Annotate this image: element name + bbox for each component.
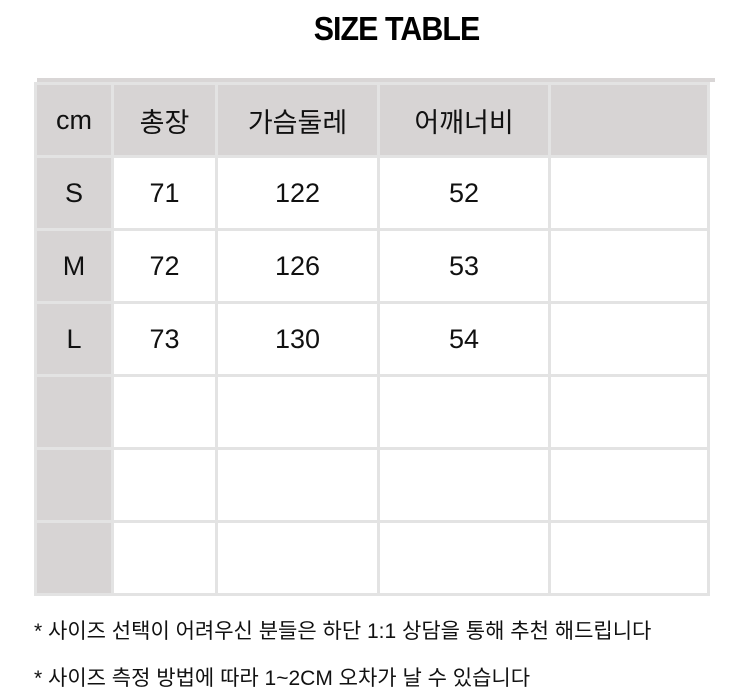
row-label-cell	[37, 523, 111, 593]
table-cell	[218, 450, 377, 520]
row-label-cell: M	[37, 231, 111, 301]
table-cell: 53	[380, 231, 548, 301]
table-row: S 71 122 52	[37, 158, 707, 228]
table-cell	[114, 523, 215, 593]
table-cell: 어깨너비	[380, 85, 548, 155]
note-consultation: * 사이즈 선택이 어려우신 분들은 하단 1:1 상담을 통해 추천 해드립니…	[34, 620, 652, 643]
table-cell: 71	[114, 158, 215, 228]
row-label-cell: S	[37, 158, 111, 228]
table-top-border	[37, 78, 715, 82]
table-row: M 72 126 53	[37, 231, 707, 301]
table-cell	[551, 523, 707, 593]
table-cell: 72	[114, 231, 215, 301]
table-cell	[551, 304, 707, 374]
table-cell	[551, 231, 707, 301]
table-cell	[218, 377, 377, 447]
table-cell	[218, 523, 377, 593]
table-cell: 73	[114, 304, 215, 374]
row-label-cell	[37, 377, 111, 447]
table-cell	[380, 523, 548, 593]
table-cell: 가슴둘레	[218, 85, 377, 155]
table-row	[37, 377, 707, 447]
page-title: SIZE TABLE	[313, 10, 481, 47]
table-cell: 54	[380, 304, 548, 374]
row-label-cell: L	[37, 304, 111, 374]
size-table: cm 총장 가슴둘레 어깨너비 S 71 122 52 M 72 126 53 L 73 130 54	[34, 82, 710, 596]
row-label-cell	[37, 450, 111, 520]
table-cell	[380, 377, 548, 447]
table-cell	[551, 450, 707, 520]
table-cell: 총장	[114, 85, 215, 155]
table-row	[37, 450, 707, 520]
table-cell: 130	[218, 304, 377, 374]
table-cell	[551, 85, 707, 155]
table-cell	[114, 377, 215, 447]
table-row	[37, 523, 707, 593]
table-cell	[551, 377, 707, 447]
table-header-row: cm 총장 가슴둘레 어깨너비	[37, 85, 707, 155]
row-label-cell: cm	[37, 85, 111, 155]
note-measurement: * 사이즈 측정 방법에 따라 1~2CM 오차가 날 수 있습니다	[34, 667, 531, 690]
table-row: L 73 130 54	[37, 304, 707, 374]
table-cell: 126	[218, 231, 377, 301]
table-cell	[551, 158, 707, 228]
table-cell	[114, 450, 215, 520]
table-cell	[380, 450, 548, 520]
table-cell: 122	[218, 158, 377, 228]
table-cell: 52	[380, 158, 548, 228]
